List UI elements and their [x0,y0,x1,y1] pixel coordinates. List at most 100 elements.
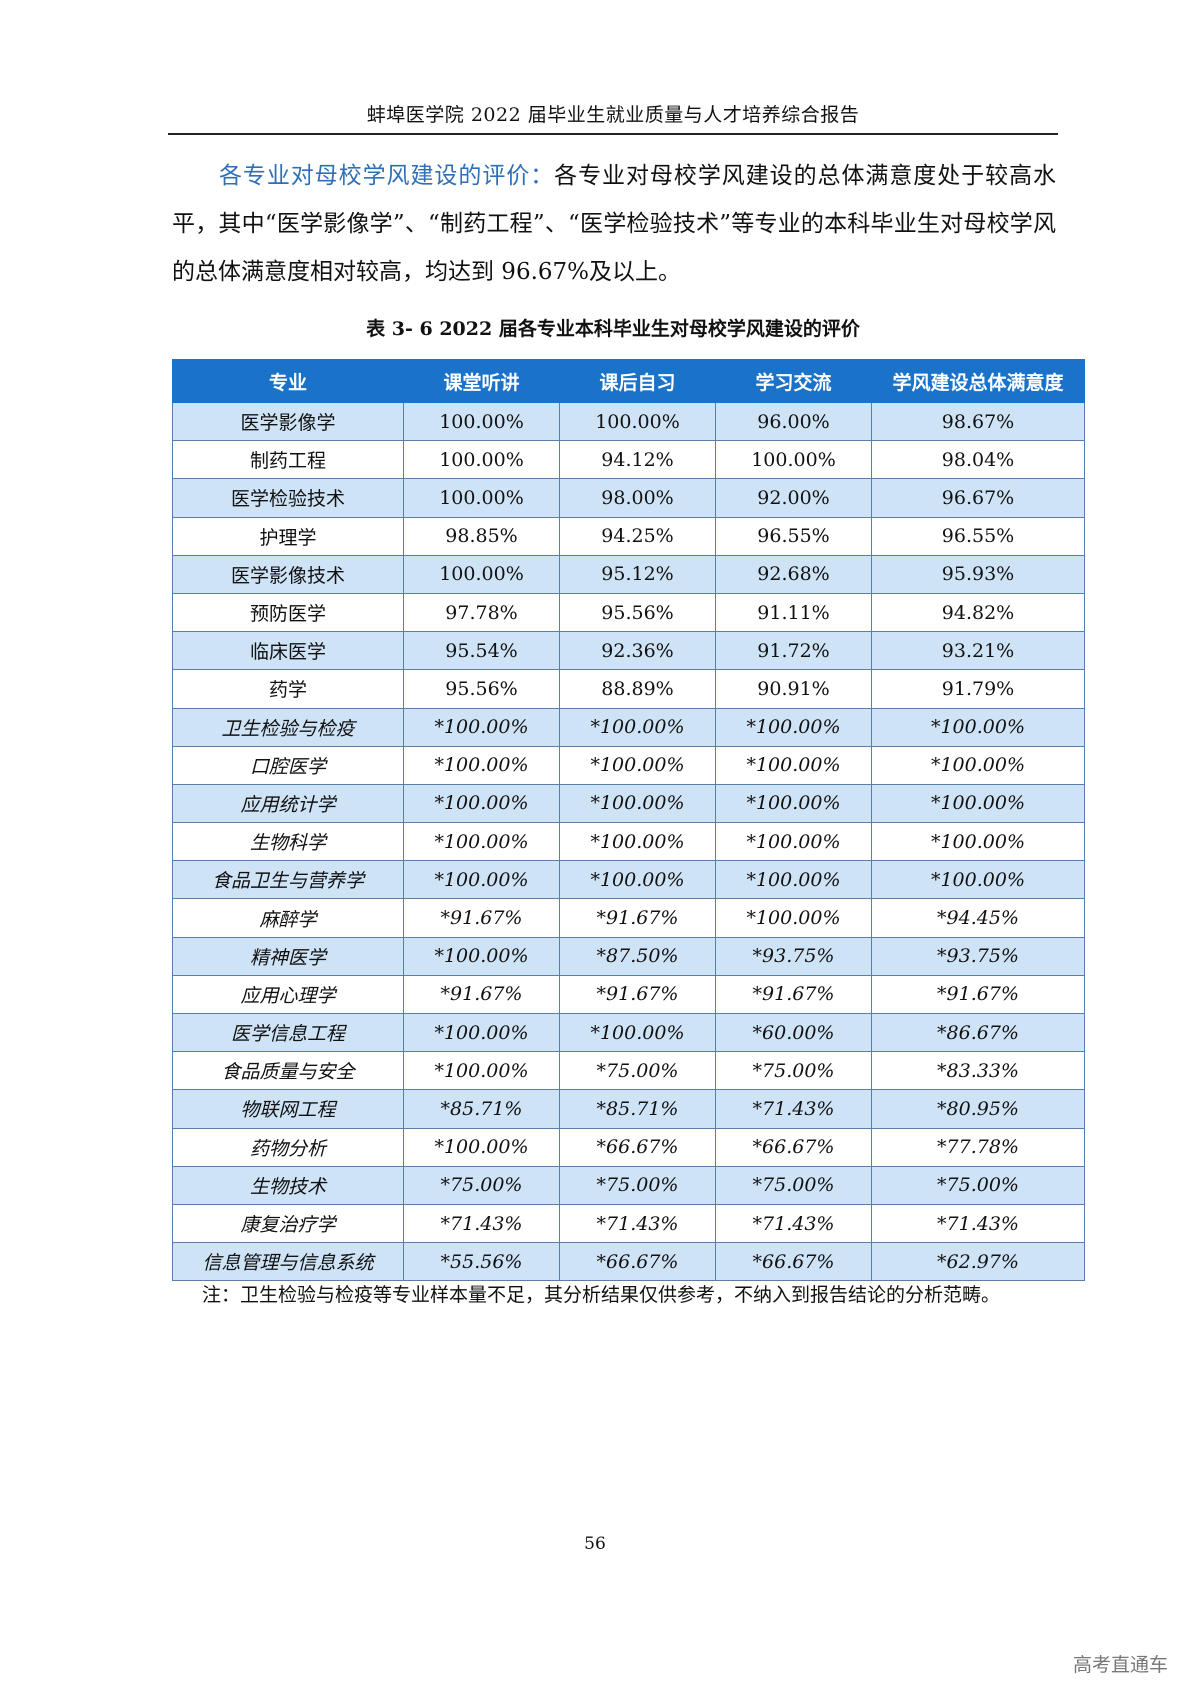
cell-lecture: 95.56% [403,669,560,709]
cell-self-study: *100.00% [559,783,716,824]
cell-lecture: *91.67% [403,974,560,1015]
cell-overall: *71.43% [871,1203,1085,1244]
cell-lecture: *100.00% [403,1051,560,1091]
table-row: 应用统计学 *100.00% *100.00% *100.00% *100.00% [172,783,1085,824]
cell-self-study: *100.00% [559,822,716,862]
table-row: 医学影像学 100.00% 100.00% 96.00% 98.67% [172,401,1085,442]
cell-overall: 96.67% [871,478,1085,518]
cell-exchange: 96.00% [715,401,872,442]
cell-self-study: *100.00% [559,707,716,747]
cell-self-study: 95.56% [559,592,716,633]
cell-lecture: 100.00% [403,478,560,518]
cell-overall: 93.21% [871,631,1085,671]
cell-overall: *91.67% [871,974,1085,1015]
table-row: 医学检验技术 100.00% 98.00% 92.00% 96.67% [172,478,1085,518]
cell-lecture: *55.56% [403,1242,560,1282]
cell-lecture: *85.71% [403,1089,560,1129]
cell-exchange: *100.00% [715,860,872,900]
cell-overall: 91.79% [871,669,1085,709]
cell-overall: *83.33% [871,1051,1085,1091]
table-row: 物联网工程 *85.71% *85.71% *71.43% *80.95% [172,1089,1085,1129]
header-lecture: 课堂听讲 [403,359,560,403]
watermark-text: 高考直通车 [1072,1654,1168,1676]
cell-exchange: *100.00% [715,745,872,785]
table-row: 医学影像技术 100.00% 95.12% 92.68% 95.93% [172,554,1085,594]
cell-major: 应用统计学 [172,783,404,824]
header-overall: 学风建设总体满意度 [871,359,1085,403]
table-row: 护理学 98.85% 94.25% 96.55% 96.55% [172,516,1085,556]
table-row: 药物分析 *100.00% *66.67% *66.67% *77.78% [172,1127,1085,1167]
table-caption: 表 3- 6 2022 届各专业本科毕业生对母校学风建设的评价 [366,318,860,340]
cell-exchange: *71.43% [715,1203,872,1244]
cell-self-study: *66.67% [559,1127,716,1167]
cell-self-study: 92.36% [559,631,716,671]
cell-major: 医学检验技术 [172,478,404,518]
cell-exchange: 90.91% [715,669,872,709]
cell-overall: 95.93% [871,554,1085,594]
cell-lecture: *100.00% [403,745,560,785]
cell-self-study: 95.12% [559,554,716,594]
cell-lecture: *100.00% [403,1127,560,1167]
cell-overall: *100.00% [871,860,1085,900]
cell-exchange: *93.75% [715,936,872,976]
cell-lecture: 100.00% [403,554,560,594]
cell-exchange: *60.00% [715,1012,872,1053]
cell-lecture: *100.00% [403,1012,560,1053]
cell-major: 药学 [172,669,404,709]
cell-overall: *77.78% [871,1127,1085,1167]
evaluation-table: 专业 课堂听讲 课后自习 学习交流 学风建设总体满意度 医学影像学 100.00%… [172,359,1085,1282]
cell-self-study: 94.12% [559,440,716,480]
table-row: 麻醉学 *91.67% *91.67% *100.00% *94.45% [172,898,1085,938]
cell-overall: 96.55% [871,516,1085,556]
cell-lecture: 98.85% [403,516,560,556]
cell-major: 临床医学 [172,631,404,671]
cell-self-study: 94.25% [559,516,716,556]
cell-overall: 94.82% [871,592,1085,633]
cell-lecture: *100.00% [403,936,560,976]
table-row: 食品卫生与营养学 *100.00% *100.00% *100.00% *100.00% [172,860,1085,900]
cell-exchange: 92.68% [715,554,872,594]
table-row: 信息管理与信息系统 *55.56% *66.67% *66.67% *62.97% [172,1242,1085,1282]
cell-overall: *80.95% [871,1089,1085,1129]
cell-lecture: *75.00% [403,1165,560,1205]
cell-overall: *75.00% [871,1165,1085,1205]
intro-paragraph: 各专业对母校学风建设的评价：各专业对母校学风建设的总体满意度处于较高水平，其中“… [172,152,1056,296]
cell-overall: *62.97% [871,1242,1085,1282]
cell-major: 物联网工程 [172,1089,404,1129]
table-row: 预防医学 97.78% 95.56% 91.11% 94.82% [172,592,1085,633]
cell-overall: *100.00% [871,783,1085,824]
cell-major: 信息管理与信息系统 [172,1242,404,1282]
cell-exchange: *66.67% [715,1127,872,1167]
cell-major: 康复治疗学 [172,1203,404,1244]
cell-self-study: *75.00% [559,1165,716,1205]
cell-major: 卫生检验与检疫 [172,707,404,747]
cell-major: 应用心理学 [172,974,404,1015]
cell-lecture: 97.78% [403,592,560,633]
cell-self-study: 98.00% [559,478,716,518]
table-row: 口腔医学 *100.00% *100.00% *100.00% *100.00% [172,745,1085,785]
cell-lecture: *100.00% [403,707,560,747]
cell-exchange: *75.00% [715,1165,872,1205]
cell-exchange: 92.00% [715,478,872,518]
intro-lead: 各专业对母校学风建设的评价： [218,163,555,189]
cell-self-study: *87.50% [559,936,716,976]
cell-major: 生物科学 [172,822,404,862]
table-row: 应用心理学 *91.67% *91.67% *91.67% *91.67% [172,974,1085,1015]
cell-major: 护理学 [172,516,404,556]
cell-major: 医学影像学 [172,401,404,442]
cell-exchange: 100.00% [715,440,872,480]
table-row: 卫生检验与检疫 *100.00% *100.00% *100.00% *100.00% [172,707,1085,747]
cell-lecture: *91.67% [403,898,560,938]
cell-lecture: *71.43% [403,1203,560,1244]
cell-exchange: *75.00% [715,1051,872,1091]
table-row: 精神医学 *100.00% *87.50% *93.75% *93.75% [172,936,1085,976]
table-header-row: 专业 课堂听讲 课后自习 学习交流 学风建设总体满意度 [172,359,1085,403]
header-self-study: 课后自习 [559,359,716,403]
cell-self-study: *100.00% [559,1012,716,1053]
cell-major: 医学影像技术 [172,554,404,594]
header-divider [168,133,1058,135]
cell-overall: *100.00% [871,745,1085,785]
table-body: 医学影像学 100.00% 100.00% 96.00% 98.67% 制药工程 100.0… [172,401,1085,1282]
cell-exchange: *100.00% [715,822,872,862]
table-row: 生物科学 *100.00% *100.00% *100.00% *100.00% [172,822,1085,862]
